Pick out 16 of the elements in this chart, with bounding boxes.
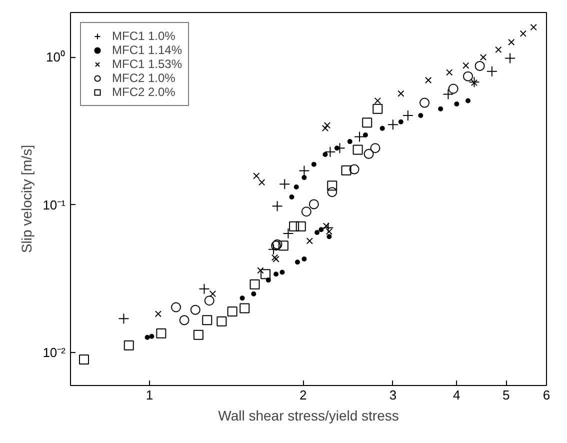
x-tick-label: 5 bbox=[502, 388, 510, 402]
x-tick-label: 4 bbox=[453, 388, 460, 402]
x-tick-label: 2 bbox=[299, 388, 307, 402]
legend-label: MFC1 1.53% bbox=[112, 57, 182, 71]
x-tick-label: 1 bbox=[146, 388, 154, 402]
x-tick-label: 3 bbox=[389, 388, 397, 402]
y-tick-label: 10⁰ bbox=[46, 50, 66, 65]
y-tick-label: 10⁻² bbox=[42, 345, 66, 360]
legend-label: MFC2 2.0% bbox=[112, 85, 176, 99]
legend-label: MFC1 1.0% bbox=[112, 29, 176, 43]
y-axis-title: Slip velocity [m/s] bbox=[18, 144, 35, 254]
legend-label: MFC1 1.14% bbox=[112, 43, 182, 57]
y-tick-label: 10⁻¹ bbox=[42, 197, 66, 212]
x-axis-title: Wall shear stress/yield stress bbox=[218, 408, 399, 424]
legend-label: MFC2 1.0% bbox=[112, 71, 176, 85]
x-tick-label: 6 bbox=[542, 388, 550, 402]
